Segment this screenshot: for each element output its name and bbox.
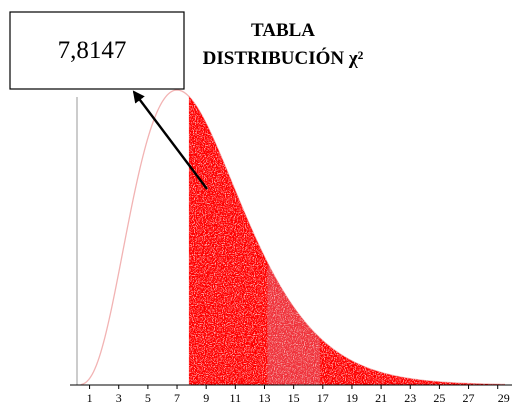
x-tick-label-21: 21 <box>375 391 387 405</box>
x-tick-label-17: 17 <box>317 391 329 405</box>
x-tick-label-9: 9 <box>203 391 209 405</box>
x-tick-label-3: 3 <box>116 391 122 405</box>
x-tick-label-23: 23 <box>404 391 416 405</box>
x-tick-label-27: 27 <box>463 391 475 405</box>
x-tick-label-7: 7 <box>174 391 180 405</box>
x-tick-label-29: 29 <box>498 391 510 405</box>
chart-title-line-2: DISTRIBUCIÓN χ² <box>203 47 364 69</box>
x-tick-label-25: 25 <box>433 391 445 405</box>
critical-value-callout: 7,8147 <box>58 37 127 64</box>
rejection-region-area <box>188 96 505 386</box>
chart-title-line-1: TABLA <box>251 20 315 41</box>
x-tick-label-1: 1 <box>87 391 93 405</box>
callout-arrow <box>132 90 208 190</box>
x-tick-label-11: 11 <box>230 391 242 405</box>
x-tick-label-15: 15 <box>288 391 300 405</box>
x-tick-label-19: 19 <box>346 391 358 405</box>
rejection-region <box>188 96 505 386</box>
rejection-region-highlight <box>267 225 320 385</box>
x-axis-ticks: 1 3 5 7 9 11 13 15 17 19 21 23 25 27 29 <box>87 385 510 405</box>
critical-value-callout-box <box>9 11 185 90</box>
x-tick-label-13: 13 <box>258 391 270 405</box>
density-curve <box>80 89 506 386</box>
x-tick-label-5: 5 <box>145 391 151 405</box>
